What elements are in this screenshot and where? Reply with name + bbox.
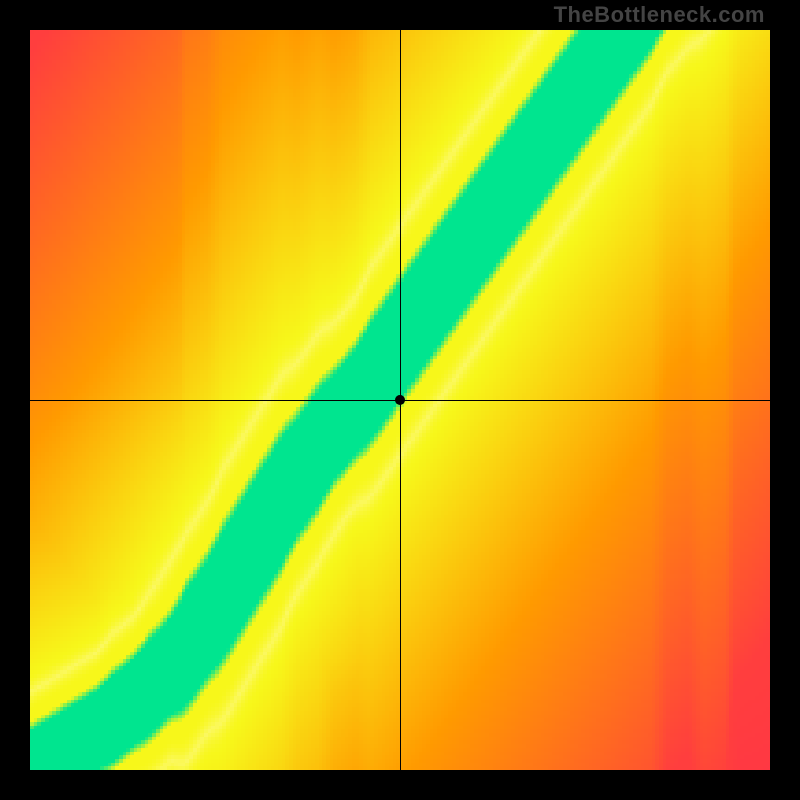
bottleneck-heatmap <box>30 30 770 770</box>
watermark-text: TheBottleneck.com <box>554 2 765 28</box>
chart-frame <box>30 30 770 770</box>
